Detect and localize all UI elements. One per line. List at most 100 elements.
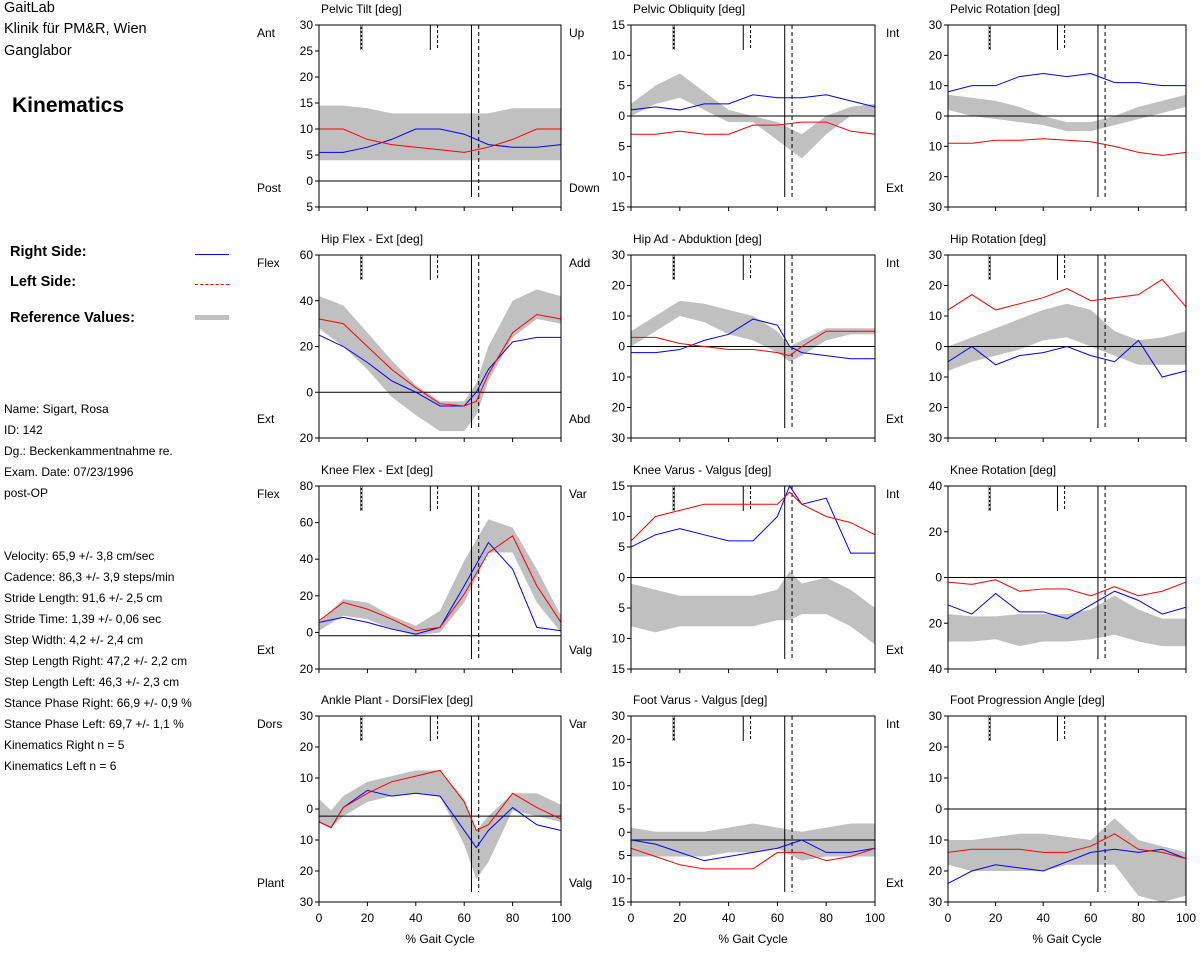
y-tick-label: 0: [618, 340, 625, 354]
y-tick-label: 10: [612, 510, 626, 524]
y-tick-label: 30: [929, 248, 943, 262]
series-right: [630, 839, 876, 862]
reference-band: [319, 289, 561, 432]
chart-panel: Foot Progression Angle [deg] Int Ext 30 20 10…: [886, 693, 1196, 946]
y-tick-label: 20: [612, 732, 626, 746]
x-tick-label: 100: [551, 911, 571, 925]
y-tick-label: 5: [306, 148, 313, 162]
y-tick-label: 40: [300, 294, 314, 308]
page-title: Kinematics: [12, 94, 125, 117]
chart-title: Knee Flex - Ext [deg]: [321, 463, 433, 477]
chart-title: Pelvic Obliquity [deg]: [633, 2, 745, 16]
y-tick-label: 20: [929, 616, 943, 630]
series-right: [630, 484, 875, 554]
y-tick-label: 25: [300, 44, 314, 58]
x-tick-label: 20: [673, 911, 687, 925]
y-tick-label: 5: [618, 802, 625, 816]
legend-left-swatch: [195, 284, 229, 285]
y-tick-label: 15: [612, 200, 626, 214]
x-tick-label: 80: [506, 911, 520, 925]
y-tick-label: 0: [618, 825, 625, 839]
y-tick-label: 30: [929, 895, 943, 909]
y-tick-label: 10: [929, 771, 943, 785]
y-tick-label: 20: [300, 740, 314, 754]
y-tick-label: 40: [929, 479, 943, 493]
y-tick-label: 20: [929, 170, 943, 184]
y-tick-label: 30: [929, 200, 943, 214]
x-tick-label: 80: [820, 911, 834, 925]
x-tick-label: 100: [865, 911, 885, 925]
reference-band: [319, 105, 561, 161]
series-right: [947, 848, 1187, 884]
y-tick-label: 30: [612, 431, 626, 445]
y-tick-label: 15: [612, 479, 626, 493]
y-tick-label: 30: [929, 431, 943, 445]
chart-panel: Foot Varus - Valgus [deg] Var Valg 30 20 15 10…: [569, 693, 885, 946]
y-bottom-label: Valg: [569, 643, 592, 657]
y-tick-label: 15: [612, 895, 626, 909]
chart-title: Pelvic Rotation [deg]: [950, 2, 1060, 16]
series-right: [947, 590, 1187, 620]
y-tick-label: 20: [300, 589, 314, 603]
y-bottom-label: Abd: [569, 412, 590, 426]
y-top-label: Add: [569, 256, 590, 270]
y-tick-label: 0: [618, 109, 625, 123]
y-top-label: Flex: [257, 487, 280, 501]
x-tick-label: 40: [1037, 911, 1051, 925]
chart-panel: Hip Ad - Abduktion [deg] Add Abd 30 20 10 0 10 2…: [569, 232, 876, 445]
reference-band: [948, 303, 1186, 371]
y-tick-label: 20: [300, 340, 314, 354]
y-bottom-label: Ext: [886, 412, 904, 426]
y-tick-label: 20: [929, 864, 943, 878]
chart-panel: Pelvic Obliquity [deg] Up Down 15 10 5 0 5 10 15: [569, 2, 876, 214]
legend-right-label: Right Side:: [10, 244, 87, 260]
series-left: [948, 138, 1187, 156]
y-tick-label: 30: [929, 18, 943, 32]
y-tick-label: 10: [300, 833, 314, 847]
y-top-label: Dors: [257, 717, 282, 731]
series-left: [947, 833, 1187, 860]
y-tick-label: 20: [929, 525, 943, 539]
y-tick-label: 0: [935, 571, 942, 585]
info-panel: GaitLab Klinik für PM&R, Wien Ganglabor …: [0, 0, 250, 954]
x-tick-label: 100: [1176, 911, 1196, 925]
y-tick-label: 5: [618, 601, 625, 615]
y-tick-label: 15: [612, 662, 626, 676]
y-tick-label: 5: [618, 139, 625, 153]
y-tick-label: 5: [306, 200, 313, 214]
y-tick-label: 30: [929, 709, 943, 723]
plot-frame: [630, 715, 876, 903]
reference-band: [319, 519, 561, 636]
series-right: [947, 73, 1186, 93]
y-tick-label: 10: [929, 309, 943, 323]
y-tick-label: 0: [306, 174, 313, 188]
reference-band: [948, 595, 1186, 647]
param-stance-left: Stance Phase Left: 69,7 +/- 1,1 %: [4, 717, 184, 731]
y-tick-label: 20: [612, 401, 626, 415]
y-tick-label: 5: [618, 849, 625, 863]
y-tick-label: 10: [612, 632, 626, 646]
lab-subtitle: Ganglabor: [4, 43, 72, 59]
patient-id: ID: 142: [4, 423, 43, 437]
reference-band: [631, 823, 875, 861]
y-bottom-label: Ext: [257, 412, 275, 426]
y-tick-label: 15: [612, 18, 626, 32]
x-tick-label: 0: [945, 911, 952, 925]
chart-panel: Knee Flex - Ext [deg] Flex Ext 80 60 40 20 0 20: [257, 463, 562, 676]
patient-name: Name: Sigart, Rosa: [4, 402, 109, 416]
y-tick-label: 10: [929, 370, 943, 384]
patient-diagnosis: Dg.: Beckenkammentnahme re.: [4, 444, 173, 458]
y-bottom-label: Ext: [886, 181, 904, 195]
reference-band: [631, 571, 875, 645]
series-right: [631, 318, 875, 360]
chart-title: Knee Rotation [deg]: [950, 463, 1056, 477]
y-tick-label: 10: [612, 779, 626, 793]
chart-title: Hip Rotation [deg]: [950, 232, 1046, 246]
y-tick-label: 10: [612, 370, 626, 384]
clinic-name: Klinik für PM&R, Wien: [4, 21, 147, 37]
series-right: [947, 339, 1187, 378]
x-tick-label: 40: [409, 911, 423, 925]
series-left: [318, 769, 562, 832]
y-top-label: Up: [569, 26, 585, 40]
